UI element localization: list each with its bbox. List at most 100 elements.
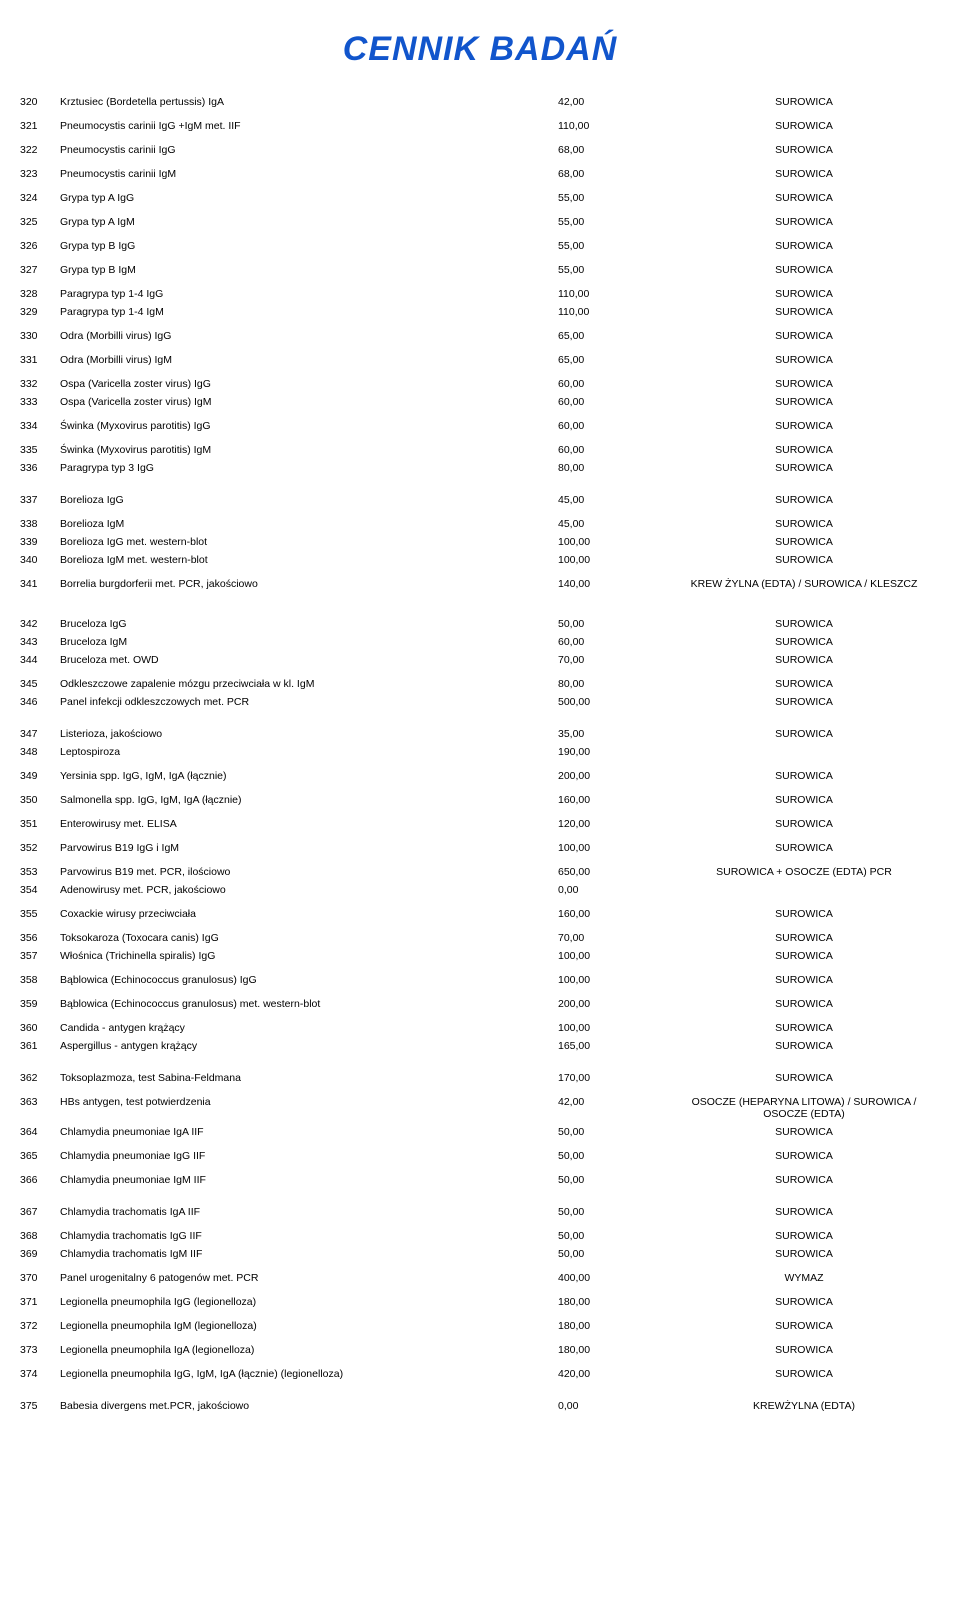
row-name: Grypa typ B IgG (60, 240, 558, 252)
row-material: SUROWICA (668, 462, 940, 474)
row-price: 50,00 (558, 1126, 668, 1138)
row-name: Legionella pneumophila IgG, IgM, IgA (łą… (60, 1368, 558, 1380)
row-id: 344 (20, 654, 60, 666)
table-row: 352Parvowirus B19 IgG i IgM100,00SUROWIC… (20, 839, 940, 857)
row-name: Aspergillus - antygen krążący (60, 1040, 558, 1052)
row-material: SUROWICA (668, 678, 940, 690)
row-material: SUROWICA (668, 96, 940, 108)
row-gap (20, 1189, 940, 1203)
row-price: 180,00 (558, 1344, 668, 1356)
row-name: Candida - antygen krążący (60, 1022, 558, 1034)
row-name: Babesia divergens met.PCR, jakościowo (60, 1400, 558, 1412)
row-material: SUROWICA (668, 330, 940, 342)
table-row: 348Leptospiroza190,00 (20, 743, 940, 761)
row-id: 330 (20, 330, 60, 342)
row-material: SUROWICA (668, 636, 940, 648)
row-name: Pneumocystis carinii IgG +IgM met. IIF (60, 120, 558, 132)
row-gap (20, 711, 940, 725)
table-row: 320Krztusiec (Bordetella pertussis) IgA4… (20, 93, 940, 111)
row-price: 50,00 (558, 1174, 668, 1186)
table-row: 337Borelioza IgG45,00SUROWICA (20, 491, 940, 509)
row-name: Ospa (Varicella zoster virus) IgM (60, 396, 558, 408)
row-price: 120,00 (558, 818, 668, 830)
table-row: 366Chlamydia pneumoniae IgM IIF50,00SURO… (20, 1171, 940, 1189)
row-price: 100,00 (558, 974, 668, 986)
row-price: 60,00 (558, 420, 668, 432)
row-name: Toksoplazmoza, test Sabina-Feldmana (60, 1072, 558, 1084)
row-name: Grypa typ B IgM (60, 264, 558, 276)
table-row: 335Świnka (Myxovirus parotitis) IgM60,00… (20, 441, 940, 459)
row-material: SUROWICA (668, 842, 940, 854)
row-name: Chlamydia pneumoniae IgG IIF (60, 1150, 558, 1162)
row-material: KREW ŻYLNA (EDTA) / SUROWICA / KLESZCZ (668, 578, 940, 590)
row-price: 180,00 (558, 1296, 668, 1308)
row-price: 65,00 (558, 354, 668, 366)
row-price: 55,00 (558, 240, 668, 252)
row-name: Paragrypa typ 1-4 IgM (60, 306, 558, 318)
table-row: 331Odra (Morbilli virus) IgM65,00SUROWIC… (20, 351, 940, 369)
row-material: OSOCZE (HEPARYNA LITOWA) / SUROWICA / OS… (668, 1096, 940, 1120)
row-gap (20, 477, 940, 491)
row-price: 50,00 (558, 1206, 668, 1218)
row-material: SUROWICA (668, 1040, 940, 1052)
table-row: 332Ospa (Varicella zoster virus) IgG60,0… (20, 375, 940, 393)
row-name: Leptospiroza (60, 746, 558, 758)
row-material: SUROWICA (668, 518, 940, 530)
table-row: 370Panel urogenitalny 6 patogenów met. P… (20, 1269, 940, 1287)
row-price: 65,00 (558, 330, 668, 342)
row-price: 50,00 (558, 1230, 668, 1242)
table-row: 372Legionella pneumophila IgM (legionell… (20, 1317, 940, 1335)
row-material: SUROWICA (668, 144, 940, 156)
row-price: 500,00 (558, 696, 668, 708)
row-id: 323 (20, 168, 60, 180)
row-price: 0,00 (558, 884, 668, 896)
row-id: 334 (20, 420, 60, 432)
row-name: Odra (Morbilli virus) IgM (60, 354, 558, 366)
table-row: 342Bruceloza IgG50,00SUROWICA (20, 615, 940, 633)
row-price: 100,00 (558, 950, 668, 962)
row-name: Odkleszczowe zapalenie mózgu przeciwciał… (60, 678, 558, 690)
row-name: Legionella pneumophila IgM (legionelloza… (60, 1320, 558, 1332)
row-name: Borelioza IgG (60, 494, 558, 506)
row-id: 368 (20, 1230, 60, 1242)
row-name: Borelioza IgM met. western-blot (60, 554, 558, 566)
row-id: 374 (20, 1368, 60, 1380)
row-material: SUROWICA (668, 306, 940, 318)
table-row: 325Grypa typ A IgM55,00SUROWICA (20, 213, 940, 231)
row-id: 320 (20, 96, 60, 108)
table-row: 346Panel infekcji odkleszczowych met. PC… (20, 693, 940, 711)
table-row: 341Borrelia burgdorferii met. PCR, jakoś… (20, 575, 940, 593)
row-name: Toksokaroza (Toxocara canis) IgG (60, 932, 558, 944)
row-price: 110,00 (558, 288, 668, 300)
table-row: 368Chlamydia trachomatis IgG IIF50,00SUR… (20, 1227, 940, 1245)
table-row: 328Paragrypa typ 1-4 IgG110,00SUROWICA (20, 285, 940, 303)
row-name: Świnka (Myxovirus parotitis) IgG (60, 420, 558, 432)
row-id: 338 (20, 518, 60, 530)
row-id: 355 (20, 908, 60, 920)
table-row: 369Chlamydia trachomatis IgM IIF50,00SUR… (20, 1245, 940, 1263)
row-material: KREWŻYLNA (EDTA) (668, 1400, 940, 1412)
table-row: 363HBs antygen, test potwierdzenia42,00O… (20, 1093, 940, 1123)
row-material: SUROWICA (668, 998, 940, 1010)
row-id: 328 (20, 288, 60, 300)
row-id: 325 (20, 216, 60, 228)
row-id: 369 (20, 1248, 60, 1260)
row-material: SUROWICA (668, 932, 940, 944)
row-id: 324 (20, 192, 60, 204)
row-id: 321 (20, 120, 60, 132)
row-name: Pneumocystis carinii IgG (60, 144, 558, 156)
row-gap (20, 1383, 940, 1397)
row-name: Bąblowica (Echinococcus granulosus) IgG (60, 974, 558, 986)
row-material: SUROWICA (668, 696, 940, 708)
row-price: 0,00 (558, 1400, 668, 1412)
row-name: HBs antygen, test potwierdzenia (60, 1096, 558, 1108)
row-id: 322 (20, 144, 60, 156)
table-row: 338Borelioza IgM45,00SUROWICA (20, 515, 940, 533)
row-price: 55,00 (558, 192, 668, 204)
table-row: 374Legionella pneumophila IgG, IgM, IgA … (20, 1365, 940, 1383)
row-material: SUROWICA (668, 1320, 940, 1332)
row-id: 373 (20, 1344, 60, 1356)
row-id: 332 (20, 378, 60, 390)
row-material: SUROWICA (668, 1150, 940, 1162)
row-material: SUROWICA (668, 1344, 940, 1356)
